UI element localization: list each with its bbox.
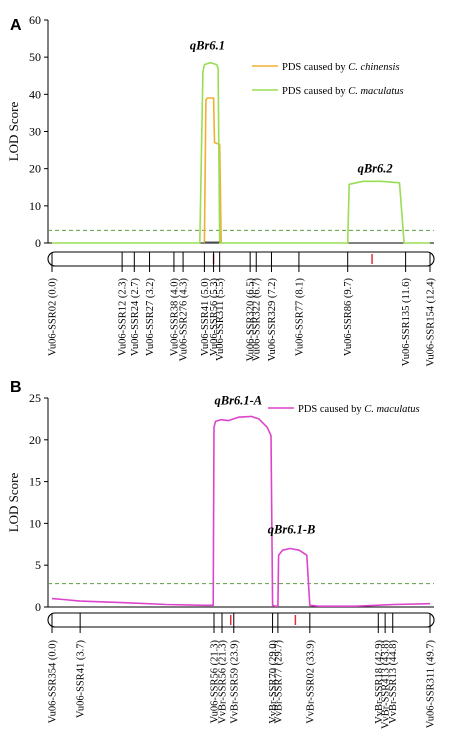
panel-b-marker-label: VvBr-SSR59 (23.9) xyxy=(229,639,240,723)
panel-b-y-tick-label: 0 xyxy=(35,600,41,614)
panel-a-marker-label: Vu06-SSR41 (5.0) xyxy=(200,277,211,356)
panel-a-legend-species: C. maculatus xyxy=(348,86,403,97)
panel-a-y-tick-label: 50 xyxy=(29,50,41,64)
panel-a-marker-label: Vu06-SSR320 (6.5) xyxy=(246,277,257,361)
panel-a-legend-prefix: PDS caused by xyxy=(282,86,348,97)
panel-a-y-tick-label: 10 xyxy=(29,199,41,213)
panel-b-y-tick-label: 25 xyxy=(29,391,41,405)
panel-a-marker-label: Vu06-SSR27 (3.2) xyxy=(145,277,156,356)
panel-a-y-tick-label: 40 xyxy=(29,87,41,101)
panel-a-series-line-1 xyxy=(203,97,222,244)
panel-b-marker-label: VvBr-SSR56 (21.3) xyxy=(218,639,229,723)
panel-b-y-tick-label: 20 xyxy=(29,433,41,447)
panel-b-chromosome-bar xyxy=(47,612,435,628)
panel-b-legend-species: C. maculatus xyxy=(364,404,419,415)
panel-a-marker-label: Vu06-SSR56 (5.3) xyxy=(209,277,220,356)
panel-a-marker-label: Vu06-SSR311 (5.5) xyxy=(215,278,226,361)
panel-a-series-line-2 xyxy=(52,61,430,244)
panel-a-y-tick-label: 0 xyxy=(35,236,41,250)
panel-a-marker-label: Vu06-SSR135 (11.6) xyxy=(401,278,412,367)
panel-b-marker-label: Vu06-SSR311 (49.7) xyxy=(426,640,437,729)
panel-b-legend-entry: PDS caused by C. maculatus xyxy=(298,404,420,415)
panel-a-legend-entry: PDS caused by C. chinensis xyxy=(282,62,400,73)
panel-b-marker-label: Vu06-SSR56 (21.3) xyxy=(210,639,221,723)
panel-a-marker-label: Vu06-SSR24 (2.7) xyxy=(130,277,141,356)
panel-a-marker-label: Vu06-SSR86 (9.7) xyxy=(343,277,354,356)
panel-b-marker-label: VvBr-SSR70 (29.0) xyxy=(268,639,279,723)
panel-a-legend-species: C. chinensis xyxy=(348,62,399,73)
panel-b-qtl-label: qBr6.1-B xyxy=(268,522,316,536)
panel-b-marker-label: VvBr-SSR13 (44.8) xyxy=(388,639,399,723)
panel-a-marker-label: Vu06-SSR154 (12.4) xyxy=(426,277,437,366)
panel-b-qtl-label: qBr6.1-A xyxy=(215,394,263,408)
panel-a-marker-label: Vu06-SSR12 (2.3) xyxy=(118,277,129,356)
panel-a-chromosome-bar xyxy=(47,251,435,267)
panel-b-y-axis-label: LOD Score xyxy=(6,472,21,532)
panel-a-y-tick-label: 60 xyxy=(29,13,41,27)
panel-a-legend-entry: PDS caused by C. maculatus xyxy=(282,86,404,97)
panel-b-marker-label: VvBr-SSR02 (33.9) xyxy=(305,639,316,723)
panel-a-marker-label: Vu06-SSR38 (4.0) xyxy=(169,277,180,356)
panel-a-marker-label: Vu06-SSR322 (6.7) xyxy=(252,277,263,361)
panel-b-letter: B xyxy=(10,379,22,396)
panel-b-marker-label: VvBr-SSR18 (42.9) xyxy=(374,639,385,723)
panel-b-marker-label: VvBr-SSR413 (43.8) xyxy=(381,639,392,729)
panel-a-marker-label: Vu06-SSR02 (0.0) xyxy=(48,277,59,356)
panel-b-series-line-1 xyxy=(51,415,431,608)
panel-b-y-tick-label: 5 xyxy=(35,558,41,572)
panel-a-marker-label: Vu06-SSR329 (7.2) xyxy=(267,277,278,361)
panel-b-y-tick-label: 15 xyxy=(29,475,41,489)
panel-b-marker-label: Vu06-SSR354 (0.0) xyxy=(48,639,59,723)
panel-b-y-tick-label: 10 xyxy=(29,516,41,530)
panel-a-y-axis-label: LOD Score xyxy=(6,101,21,161)
panel-b-legend-prefix: PDS caused by xyxy=(298,404,364,415)
panel-b-marker-label: VvBr-SSR77 (29.7) xyxy=(273,639,284,723)
panel-a-legend-prefix: PDS caused by xyxy=(282,62,348,73)
panel-a-qtl-label: qBr6.1 xyxy=(190,39,225,53)
panel-a-letter: A xyxy=(10,17,22,34)
panel-a-marker-label: Vu06-SSR77 (8.1) xyxy=(294,277,305,356)
panel-a-y-tick-label: 20 xyxy=(29,162,41,176)
panel-b-marker-label: Vu06-SSR41 (3.7) xyxy=(76,639,87,718)
panel-a-y-tick-label: 30 xyxy=(29,125,41,139)
panel-a-qtl-label: qBr6.2 xyxy=(358,161,393,175)
panel-a-marker-label: Vu06-SSR276 (4.3) xyxy=(179,277,190,361)
